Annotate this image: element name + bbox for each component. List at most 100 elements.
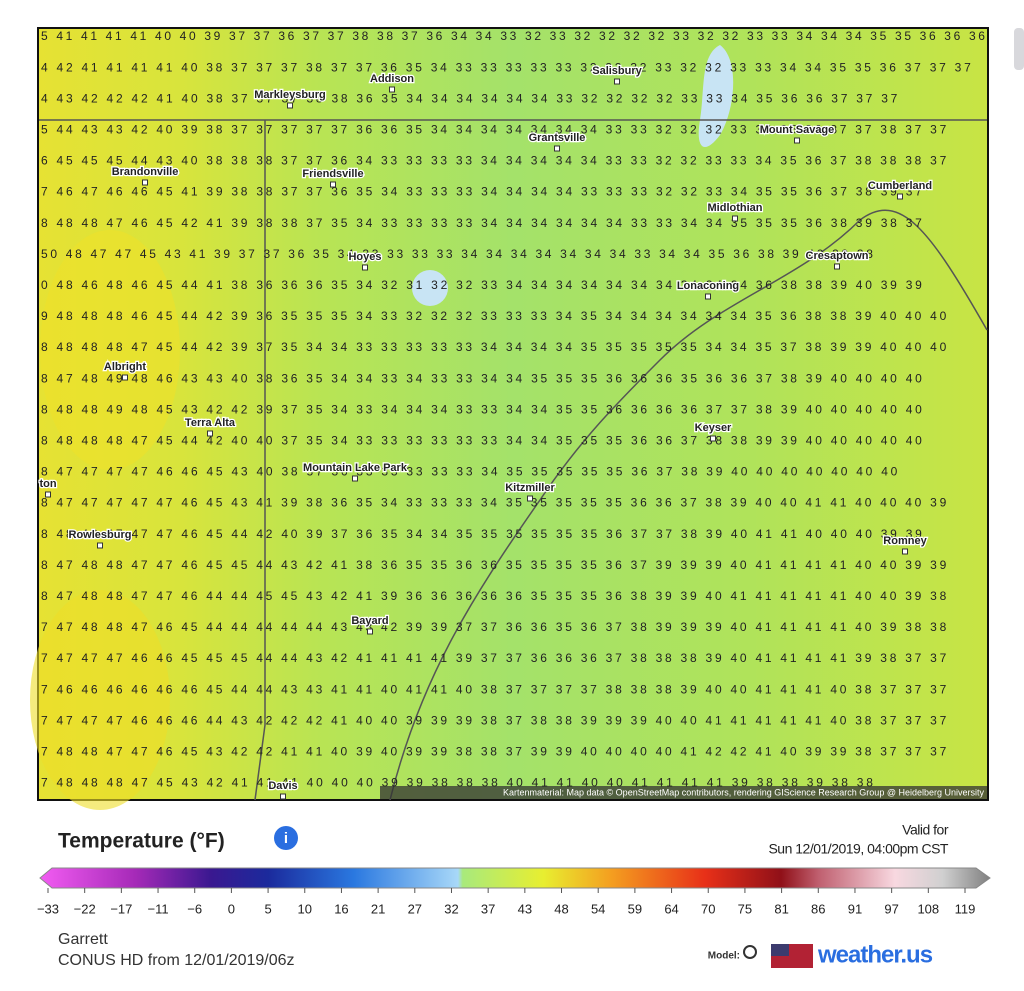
place-label: Romney: [883, 535, 927, 547]
valid-label: Valid for: [902, 822, 949, 838]
place-label: Albright: [104, 361, 146, 373]
scale-label: 86: [811, 901, 825, 916]
scale-label: 119: [955, 901, 976, 916]
place-label: Keyser: [695, 422, 732, 434]
place-label: Davis: [268, 780, 297, 792]
warm-zone: [40, 230, 180, 470]
info-icon[interactable]: [274, 826, 298, 850]
scale-label: 54: [591, 901, 605, 916]
scale-label: −6: [187, 901, 202, 916]
temperature-row: 4 42 41 41 41 41 40 38 37 37 37 38 37 37…: [41, 60, 971, 74]
place-marker: [142, 179, 148, 186]
place-marker: [834, 263, 840, 270]
temperature-row: 50 48 47 47 45 43 41 39 37 37 36 35 34 3…: [41, 247, 873, 261]
temperature-row: 8 47 48 48 47 47 46 45 45 44 43 42 41 38…: [41, 558, 947, 572]
scale-label: 32: [444, 901, 458, 916]
place-label: Terra Alta: [185, 417, 236, 429]
place-label: Rowlesburg: [69, 529, 132, 541]
place-label: Grantsville: [529, 132, 586, 144]
lake: [698, 45, 734, 147]
scale-label: 5: [264, 901, 271, 916]
place-label: Addison: [370, 73, 414, 85]
place-label: Friendsville: [302, 168, 363, 180]
model-icon: [743, 945, 757, 959]
place-label: Bayard: [351, 615, 388, 627]
temperature-row: 7 47 47 47 46 46 45 45 45 44 44 43 42 41…: [41, 651, 947, 665]
colorbar: [39, 867, 991, 889]
scale-label: −22: [74, 901, 96, 916]
temperature-row: 9 48 48 48 46 45 44 42 39 36 35 35 35 34…: [41, 309, 947, 323]
flag-canton: [771, 944, 789, 956]
temperature-row: 7 47 47 47 46 46 46 44 43 42 42 42 41 40…: [41, 713, 947, 727]
place-marker: [207, 430, 213, 437]
place-marker: [122, 374, 128, 381]
temperature-row: 8 47 47 47 47 47 46 45 43 41 39 38 36 35…: [41, 496, 947, 510]
place-marker: [614, 78, 620, 85]
place-label: Midlothian: [708, 202, 763, 214]
scale-label: 16: [334, 901, 348, 916]
place-marker: [705, 293, 711, 300]
side-handle: [1014, 28, 1024, 70]
place-label: Lonaconing: [677, 280, 739, 292]
place-marker: [280, 793, 286, 800]
temperature-row: 0 48 46 48 46 45 44 41 38 36 36 36 35 34…: [41, 278, 922, 292]
place-marker: [367, 628, 373, 635]
place-label: Cresaptown: [806, 250, 869, 262]
place-marker: [45, 491, 51, 498]
scale-label: 27: [408, 901, 422, 916]
scale-label: 81: [774, 901, 788, 916]
temperature-row: 8 48 48 48 47 45 44 42 40 40 37 35 34 33…: [41, 433, 922, 447]
place-label: Brandonville: [112, 166, 179, 178]
place-marker: [902, 548, 908, 555]
temperature-row: 8 48 48 47 46 45 42 41 39 38 38 37 35 34…: [41, 216, 922, 230]
scale-label: 97: [884, 901, 898, 916]
temperature-row: 7 46 46 46 46 46 46 45 44 44 43 43 41 41…: [41, 682, 947, 696]
place-marker: [897, 193, 903, 200]
scale-label: 48: [554, 901, 568, 916]
temperature-row: 6 45 45 45 44 43 40 38 38 38 37 37 36 34…: [41, 154, 947, 168]
temperature-row: 8 47 47 47 47 46 46 45 43 40 38 37 36 33…: [41, 465, 898, 479]
valid-time: Sun 12/01/2019, 04:00pm CST: [768, 841, 948, 857]
temperature-row: 7 46 47 46 46 45 41 39 38 38 37 37 36 35…: [41, 185, 922, 199]
legend-title: Temperature (°F): [58, 830, 225, 853]
attribution: Kartenmaterial: Map data © OpenStreetMap…: [503, 787, 984, 797]
brand: weather.us: [817, 941, 933, 968]
place-marker: [362, 264, 368, 271]
place-label: Hoyes: [348, 251, 381, 263]
temperature-row: 7 47 48 48 47 46 45 44 44 44 44 44 43 43…: [41, 620, 947, 634]
temperature-row: 5 44 43 43 42 40 39 38 37 37 37 37 37 36…: [41, 122, 947, 136]
attribution-bg: [380, 786, 987, 799]
location: Garrett: [58, 931, 108, 948]
place-label: ton: [39, 478, 56, 490]
scale-label: 70: [701, 901, 715, 916]
place-marker: [97, 542, 103, 549]
scale-label: 91: [848, 901, 862, 916]
scale-label: 64: [664, 901, 678, 916]
place-label: Mount Savage: [760, 124, 835, 136]
scale-label: 0: [228, 901, 235, 916]
temperature-row: 8 47 48 49 48 46 43 43 40 38 36 35 34 34…: [41, 371, 922, 385]
place-marker: [710, 435, 716, 442]
scale-label: 59: [628, 901, 642, 916]
warm-zone: [30, 590, 170, 810]
info-glyph: i: [284, 830, 288, 847]
lake: [412, 270, 448, 306]
place-marker: [527, 495, 533, 502]
scale-label: 37: [481, 901, 495, 916]
scale-label: 108: [917, 901, 939, 916]
place-marker: [352, 475, 358, 482]
place-marker: [732, 215, 738, 222]
scale-label: 43: [518, 901, 532, 916]
temperature-row: 8 47 48 48 47 47 46 44 44 45 45 43 42 41…: [41, 589, 947, 603]
place-marker: [330, 181, 336, 188]
place-marker: [554, 145, 560, 152]
model-label: Model:: [708, 951, 740, 962]
scale-label: 75: [738, 901, 752, 916]
scale-label: 21: [371, 901, 385, 916]
place-marker: [389, 86, 395, 93]
scale-label: −17: [110, 901, 132, 916]
temperature-row: 4 43 42 42 42 41 40 38 37 37 37 38 38 36…: [41, 91, 898, 105]
scale-label: −11: [147, 901, 168, 916]
